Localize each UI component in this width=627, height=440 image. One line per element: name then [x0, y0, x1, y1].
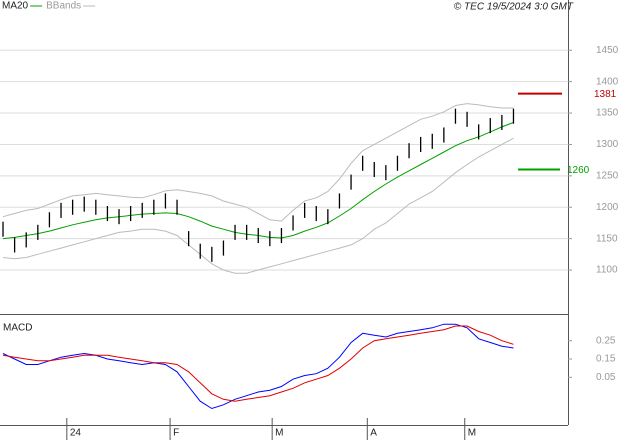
x-tick-label: 24 [70, 428, 82, 439]
y-tick-label: 0.15 [596, 354, 616, 365]
y-tick-label: 1250 [596, 170, 619, 181]
source: © TEC 19/5/2024 3:0 GMT [454, 2, 574, 13]
y-tick-label: 1350 [596, 108, 619, 119]
y-tick-label: 0.25 [596, 335, 616, 346]
legend-label: MA20 [2, 1, 29, 12]
level-label: 1260 [567, 165, 590, 176]
x-tick-label: M [275, 428, 283, 439]
x-tick-label: A [370, 428, 377, 439]
x-tick-label: M [468, 428, 476, 439]
x-tick-label: F [173, 428, 179, 439]
macd-line [2, 323, 514, 410]
y-tick-label: 1300 [596, 139, 619, 150]
y-tick-label: 1100 [596, 265, 618, 276]
legend-label: BBands [46, 1, 81, 12]
panel-title: MACD [3, 323, 32, 334]
y-tick-label: 1400 [596, 76, 619, 87]
y-tick-label: 0.05 [596, 372, 616, 383]
band-lower [2, 137, 514, 274]
y-tick-label: 1450 [596, 45, 619, 56]
macd-line [2, 325, 514, 402]
band-upper [2, 103, 514, 222]
y-tick-label: 1150 [596, 233, 618, 244]
y-tick-label: 1200 [596, 202, 619, 213]
level-label: 1381 [594, 89, 617, 100]
